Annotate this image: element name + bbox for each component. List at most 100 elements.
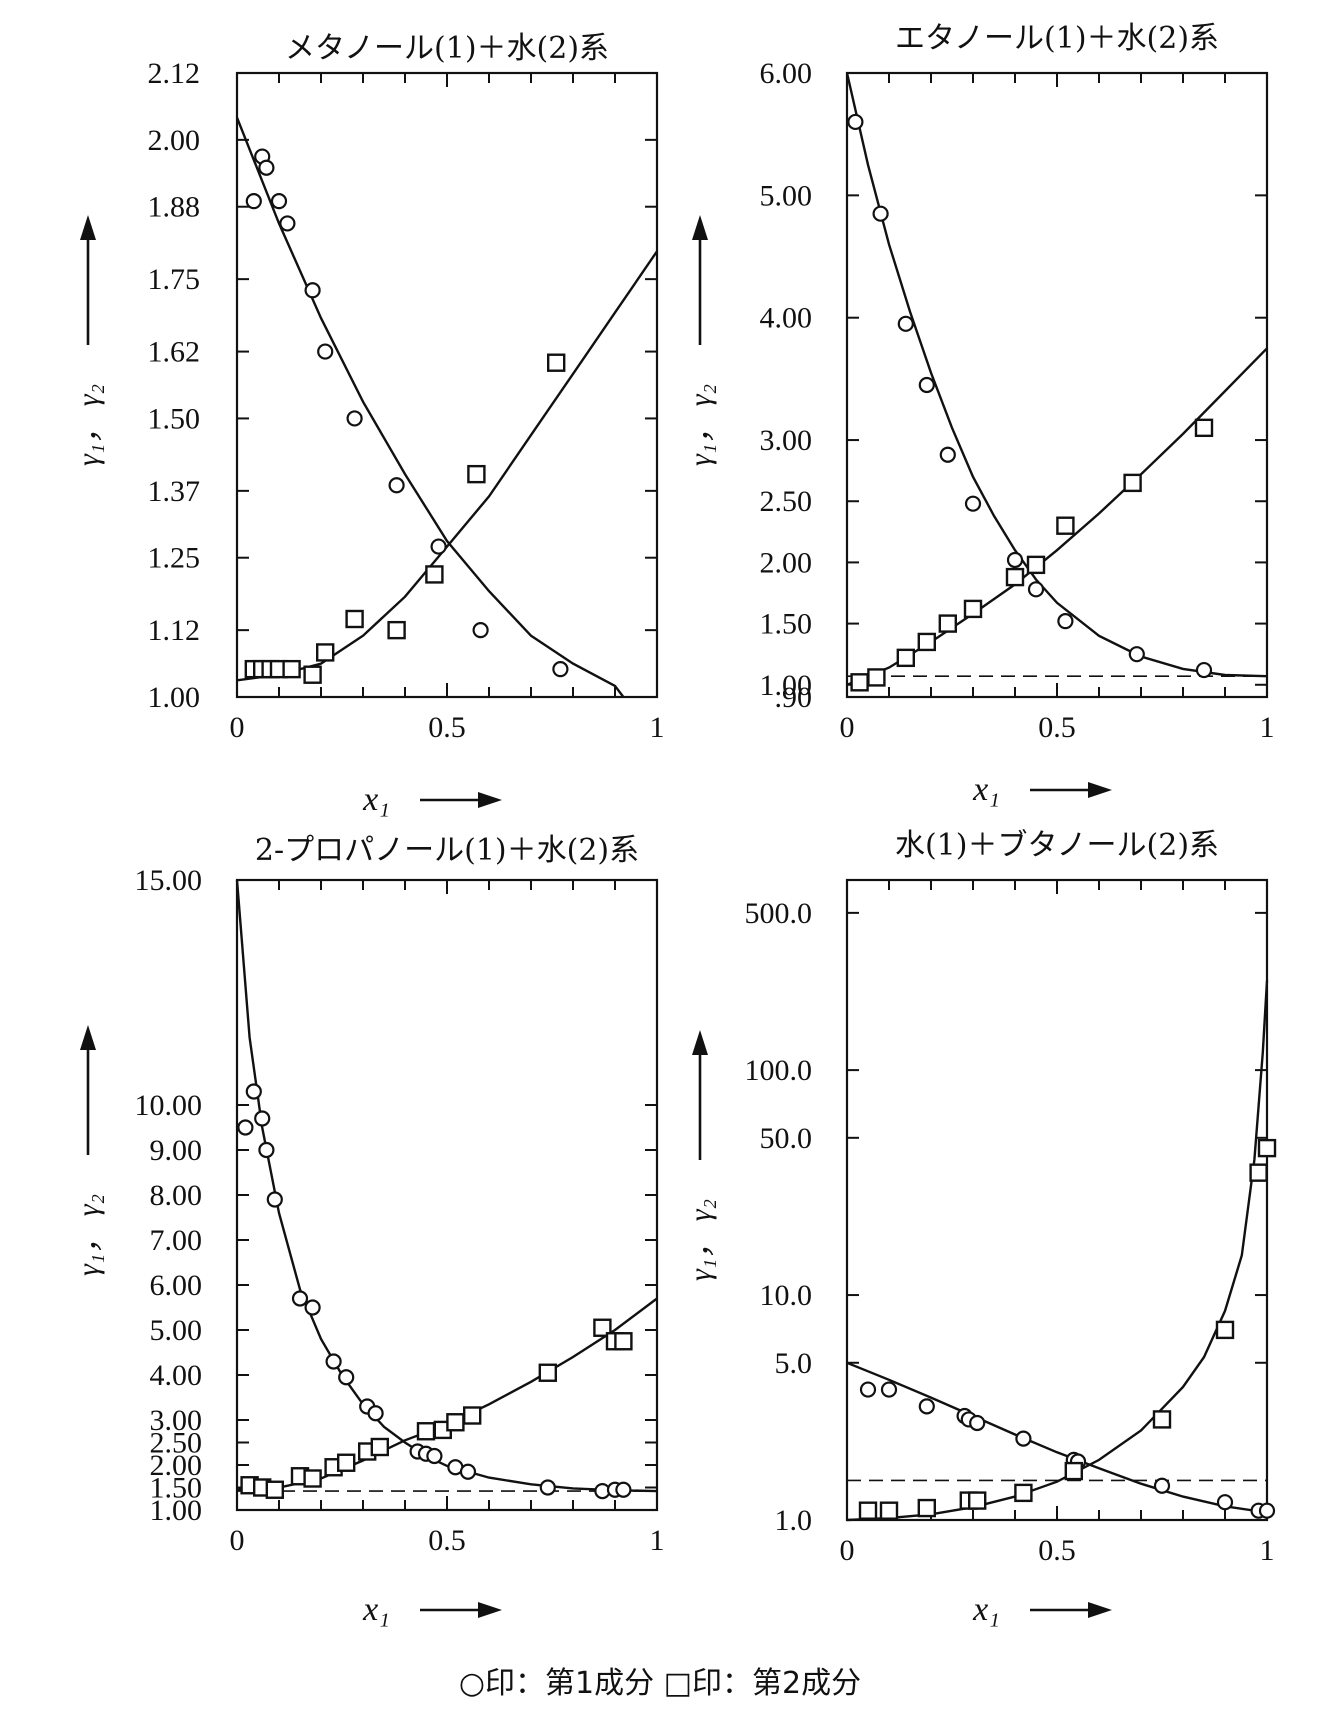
chart-panel-3: 2-プロパノール(1)＋水(2)系 1.001.502.002.503.00 4.0…: [72, 833, 665, 1628]
data-point-square: [1056, 516, 1075, 535]
y-tick-label: 1.00: [760, 669, 813, 702]
y-tick-label: 1.25: [148, 542, 201, 575]
y-tick-label: 4.00: [150, 1359, 203, 1392]
y-tick-label: 1.0: [775, 1504, 813, 1537]
y-axis-label: γ₁， γ₂: [684, 1199, 717, 1281]
y-tick-label: 50.0: [760, 1122, 813, 1155]
y-tick-label: 2.00: [760, 546, 813, 579]
chart-panel-1: メタノール(1)＋水(2)系 1.00 1.12 1.25 1.37 1.50 1.62 1.…: [72, 31, 665, 818]
data-point-circle: [266, 1191, 283, 1208]
x-tick-label: 1: [650, 1524, 665, 1557]
x-axis-arrowhead: [1088, 782, 1112, 798]
data-point-square: [963, 599, 983, 619]
y-tick-label: 2.50: [150, 1427, 203, 1460]
data-point-circle: [918, 376, 935, 394]
y-axis-label: γ₁， γ₂: [684, 384, 717, 466]
data-point-circle: [388, 477, 405, 494]
y-axis-arrowhead: [692, 215, 708, 240]
y-tick-label: 7.00: [150, 1224, 203, 1257]
y-tick-label: 3.00: [760, 424, 813, 457]
y-axis-label: γ₁， γ₂: [72, 384, 105, 466]
y-tick-label: 2.12: [148, 57, 201, 90]
data-point-square: [282, 659, 301, 679]
data-point-square: [1194, 418, 1214, 438]
data-point-circle: [880, 1381, 898, 1398]
y-tick-label: 1.50: [760, 608, 813, 641]
y-tick-label: 6.00: [760, 57, 813, 90]
data-point-circle: [459, 1463, 477, 1480]
chart-panel-2: エタノール(1)＋水(2)系 .901.00 1.50 2.00 2.50 3.00 4.0…: [684, 21, 1275, 808]
data-point-square: [1064, 1461, 1084, 1481]
data-point-square: [1215, 1320, 1235, 1340]
data-point-square: [938, 614, 957, 633]
data-point-square: [337, 1453, 356, 1472]
data-point-circle: [1057, 613, 1074, 630]
y-tick-label: 10.00: [135, 1089, 203, 1122]
x-tick-label: 0: [230, 1524, 245, 1557]
fit-curve-γ1: [235, 117, 625, 698]
data-point-square: [1249, 1163, 1268, 1182]
data-point-square: [265, 1480, 284, 1499]
y-tick-label: 500.0: [745, 897, 813, 930]
fit-curve-γ2: [236, 250, 658, 682]
data-point-square: [1005, 567, 1025, 587]
data-point-circle: [918, 1398, 935, 1415]
x-tick-label: 0: [840, 711, 855, 744]
y-tick-label: 3.00: [150, 1404, 203, 1437]
data-point-circle: [1027, 581, 1045, 598]
data-point-circle: [338, 1369, 355, 1386]
x-axis-label: x₁: [972, 1591, 1000, 1628]
chart-title: メタノール(1)＋水(2)系: [285, 31, 609, 66]
data-point-square: [917, 1498, 936, 1518]
data-point-circle: [245, 193, 262, 210]
data-point-circle: [1195, 661, 1213, 679]
y-axis-label: γ₁， γ₂: [72, 1194, 105, 1276]
data-point-square: [425, 565, 444, 584]
data-point-square: [879, 1501, 899, 1520]
data-point-square: [345, 609, 364, 629]
x-axis-arrowhead: [478, 792, 502, 808]
data-point-circle: [317, 343, 334, 360]
data-point-circle: [426, 1447, 443, 1465]
data-point-square: [968, 1491, 987, 1510]
y-tick-label: 1.50: [150, 1472, 203, 1505]
data-point-circle: [291, 1290, 309, 1307]
plot-frame: [235, 71, 659, 699]
y-tick-label: 5.00: [760, 179, 813, 212]
data-point-square: [303, 665, 322, 684]
data-point-circle: [258, 159, 275, 176]
chart-panel-4: 水(1)＋ブタノール(2)系 1.0 5.0 10.0 50.0 100.0 500.0 0 0…: [684, 828, 1277, 1628]
data-point-circle: [964, 495, 982, 512]
x-tick-label: 1: [650, 711, 665, 744]
data-point-circle: [304, 282, 321, 299]
x-tick-label: 0: [230, 711, 245, 744]
y-tick-label: 2.50: [760, 485, 813, 518]
data-point-circle: [304, 1299, 321, 1316]
data-point-square: [896, 648, 915, 668]
y-tick-label: 2.00: [148, 124, 201, 157]
data-point-circle: [615, 1481, 632, 1498]
data-point-square: [1152, 1410, 1172, 1429]
y-tick-label: 9.00: [150, 1134, 203, 1167]
data-point-circle: [939, 446, 956, 463]
data-point-circle: [1015, 1430, 1032, 1447]
y-tick-label: 1.00: [150, 1494, 203, 1527]
data-point-circle: [346, 410, 363, 427]
y-tick-label: 1.88: [148, 191, 201, 224]
x-axis-label: x₁: [972, 771, 1000, 808]
data-point-square: [593, 1318, 612, 1337]
x-tick-label: 0.5: [428, 1524, 466, 1557]
y-axis-arrowhead: [80, 1025, 96, 1050]
data-point-circle: [897, 315, 914, 332]
y-tick-label: .90: [775, 681, 813, 714]
data-point-square: [446, 1413, 465, 1432]
y-tick-label: 1.50: [148, 402, 201, 435]
chart-title: 2-プロパノール(1)＋水(2)系: [255, 833, 639, 868]
chart-title: エタノール(1)＋水(2)系: [895, 21, 1219, 56]
y-tick-label: 5.0: [775, 1347, 813, 1380]
data-point-circle: [245, 1083, 262, 1100]
x-tick-label: 0: [840, 1534, 855, 1567]
data-point-circle: [1153, 1477, 1171, 1494]
data-point-square: [463, 1406, 482, 1425]
